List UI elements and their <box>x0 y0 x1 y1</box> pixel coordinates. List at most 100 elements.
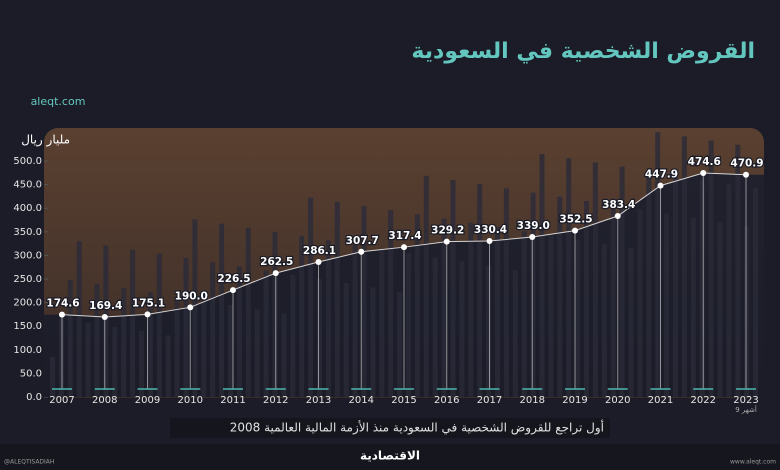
decor-bar <box>236 266 242 397</box>
decor-bar <box>308 197 314 397</box>
decor-bar <box>432 257 438 397</box>
y-tick-label: 50.0 <box>20 368 42 379</box>
decor-bar <box>397 291 403 397</box>
decor-bar <box>406 253 411 397</box>
decor-bar <box>290 274 296 397</box>
decor-bar <box>263 270 269 397</box>
y-tick-label: 350.0 <box>13 227 42 238</box>
y-tick-label: 0.0 <box>26 392 42 403</box>
value-label: 175.1 <box>132 297 165 309</box>
point <box>401 244 407 251</box>
decor-bar <box>601 243 607 397</box>
x-tick-label: 2012 <box>263 395 288 406</box>
decor-bar <box>94 284 100 397</box>
decor-bar <box>228 305 233 397</box>
decor-bar <box>201 300 207 397</box>
value-label: 307.7 <box>346 235 379 247</box>
footer <box>0 444 780 470</box>
point <box>59 311 65 318</box>
point <box>358 248 365 255</box>
value-label: 262.5 <box>260 256 293 268</box>
decor-bar <box>272 232 278 397</box>
y-tick-label: 400.0 <box>13 203 42 214</box>
decor-bar <box>699 179 705 397</box>
decor-bar <box>370 287 376 397</box>
decor-bar <box>681 136 687 397</box>
decor-bar <box>76 241 82 397</box>
decor-bar <box>317 279 322 397</box>
decor-bar <box>459 261 465 397</box>
x-tick-label: 2010 <box>178 395 203 406</box>
footer-left: @ALEQTISADIAH <box>4 459 54 466</box>
value-label: 330.4 <box>474 224 507 236</box>
decor-bar <box>50 357 55 397</box>
x-tick-label: 2013 <box>306 395 331 406</box>
decor-bar <box>192 219 198 397</box>
point <box>315 258 322 265</box>
value-label: 339.0 <box>517 220 550 232</box>
decor-bar <box>156 253 162 397</box>
value-label: 174.6 <box>46 298 79 310</box>
point <box>700 169 707 176</box>
point <box>614 213 621 220</box>
point <box>572 227 578 234</box>
point <box>272 270 279 277</box>
subtitle-box <box>170 418 610 438</box>
decor-bar <box>539 154 545 397</box>
chart-title: القروض الشخصية في السعودية <box>411 39 755 64</box>
y-tick-label: 500.0 <box>13 156 42 167</box>
decor-bar <box>325 240 331 397</box>
subtitle: أول تراجع للقروض الشخصية في السعودية منذ… <box>230 420 604 436</box>
decor-bar <box>281 313 287 397</box>
x-tick-label: 2015 <box>391 395 416 406</box>
decor-bar <box>147 292 153 397</box>
y-tick-label: 450.0 <box>13 180 42 191</box>
decor-bar <box>655 132 661 397</box>
point <box>187 304 194 311</box>
decor-bar <box>103 245 109 397</box>
y-tick-label: 100.0 <box>13 345 42 356</box>
decor-bar <box>450 180 456 397</box>
decor-bar <box>708 140 714 397</box>
value-label: 474.6 <box>688 156 721 168</box>
decor-bar <box>619 166 625 397</box>
value-label: 190.0 <box>175 290 208 302</box>
value-label: 169.4 <box>89 300 122 312</box>
x-tick-label: 2018 <box>520 395 545 406</box>
decor-bar <box>361 206 367 397</box>
value-label: 329.2 <box>431 225 464 237</box>
decor-bar <box>521 231 527 397</box>
point <box>230 287 236 294</box>
x-tick-label: 2017 <box>477 395 502 406</box>
point <box>144 311 151 318</box>
value-label: 286.1 <box>303 245 336 257</box>
decor-bar <box>130 249 136 397</box>
value-label: 317.4 <box>388 230 421 242</box>
decor-bar <box>584 201 589 397</box>
point <box>657 182 664 189</box>
y-tick-label: 300.0 <box>13 250 42 261</box>
x-tick-label: 2016 <box>434 395 459 406</box>
value-label: 470.9 <box>730 158 763 170</box>
decor-bar <box>414 214 420 397</box>
decor-bar <box>486 265 492 397</box>
decor-bar <box>690 217 696 397</box>
point <box>529 233 536 240</box>
y-tick-label: 250.0 <box>13 274 42 285</box>
decor-bar <box>566 158 572 397</box>
decor-bar <box>735 144 741 397</box>
y-tick-label: 150.0 <box>13 321 42 332</box>
decor-bar <box>245 227 251 397</box>
decor-bar <box>637 209 643 397</box>
decor-bar <box>673 175 678 397</box>
decor-bar <box>219 223 225 397</box>
decor-bar <box>744 226 750 397</box>
point <box>101 314 108 321</box>
decor-bar <box>379 248 385 397</box>
decor-bar <box>592 162 598 397</box>
decor-bar <box>174 296 180 397</box>
x-tick-label: 2014 <box>349 395 374 406</box>
x-tick-label: 2019 <box>562 395 587 406</box>
point <box>486 238 493 245</box>
decor-bar <box>726 183 732 397</box>
